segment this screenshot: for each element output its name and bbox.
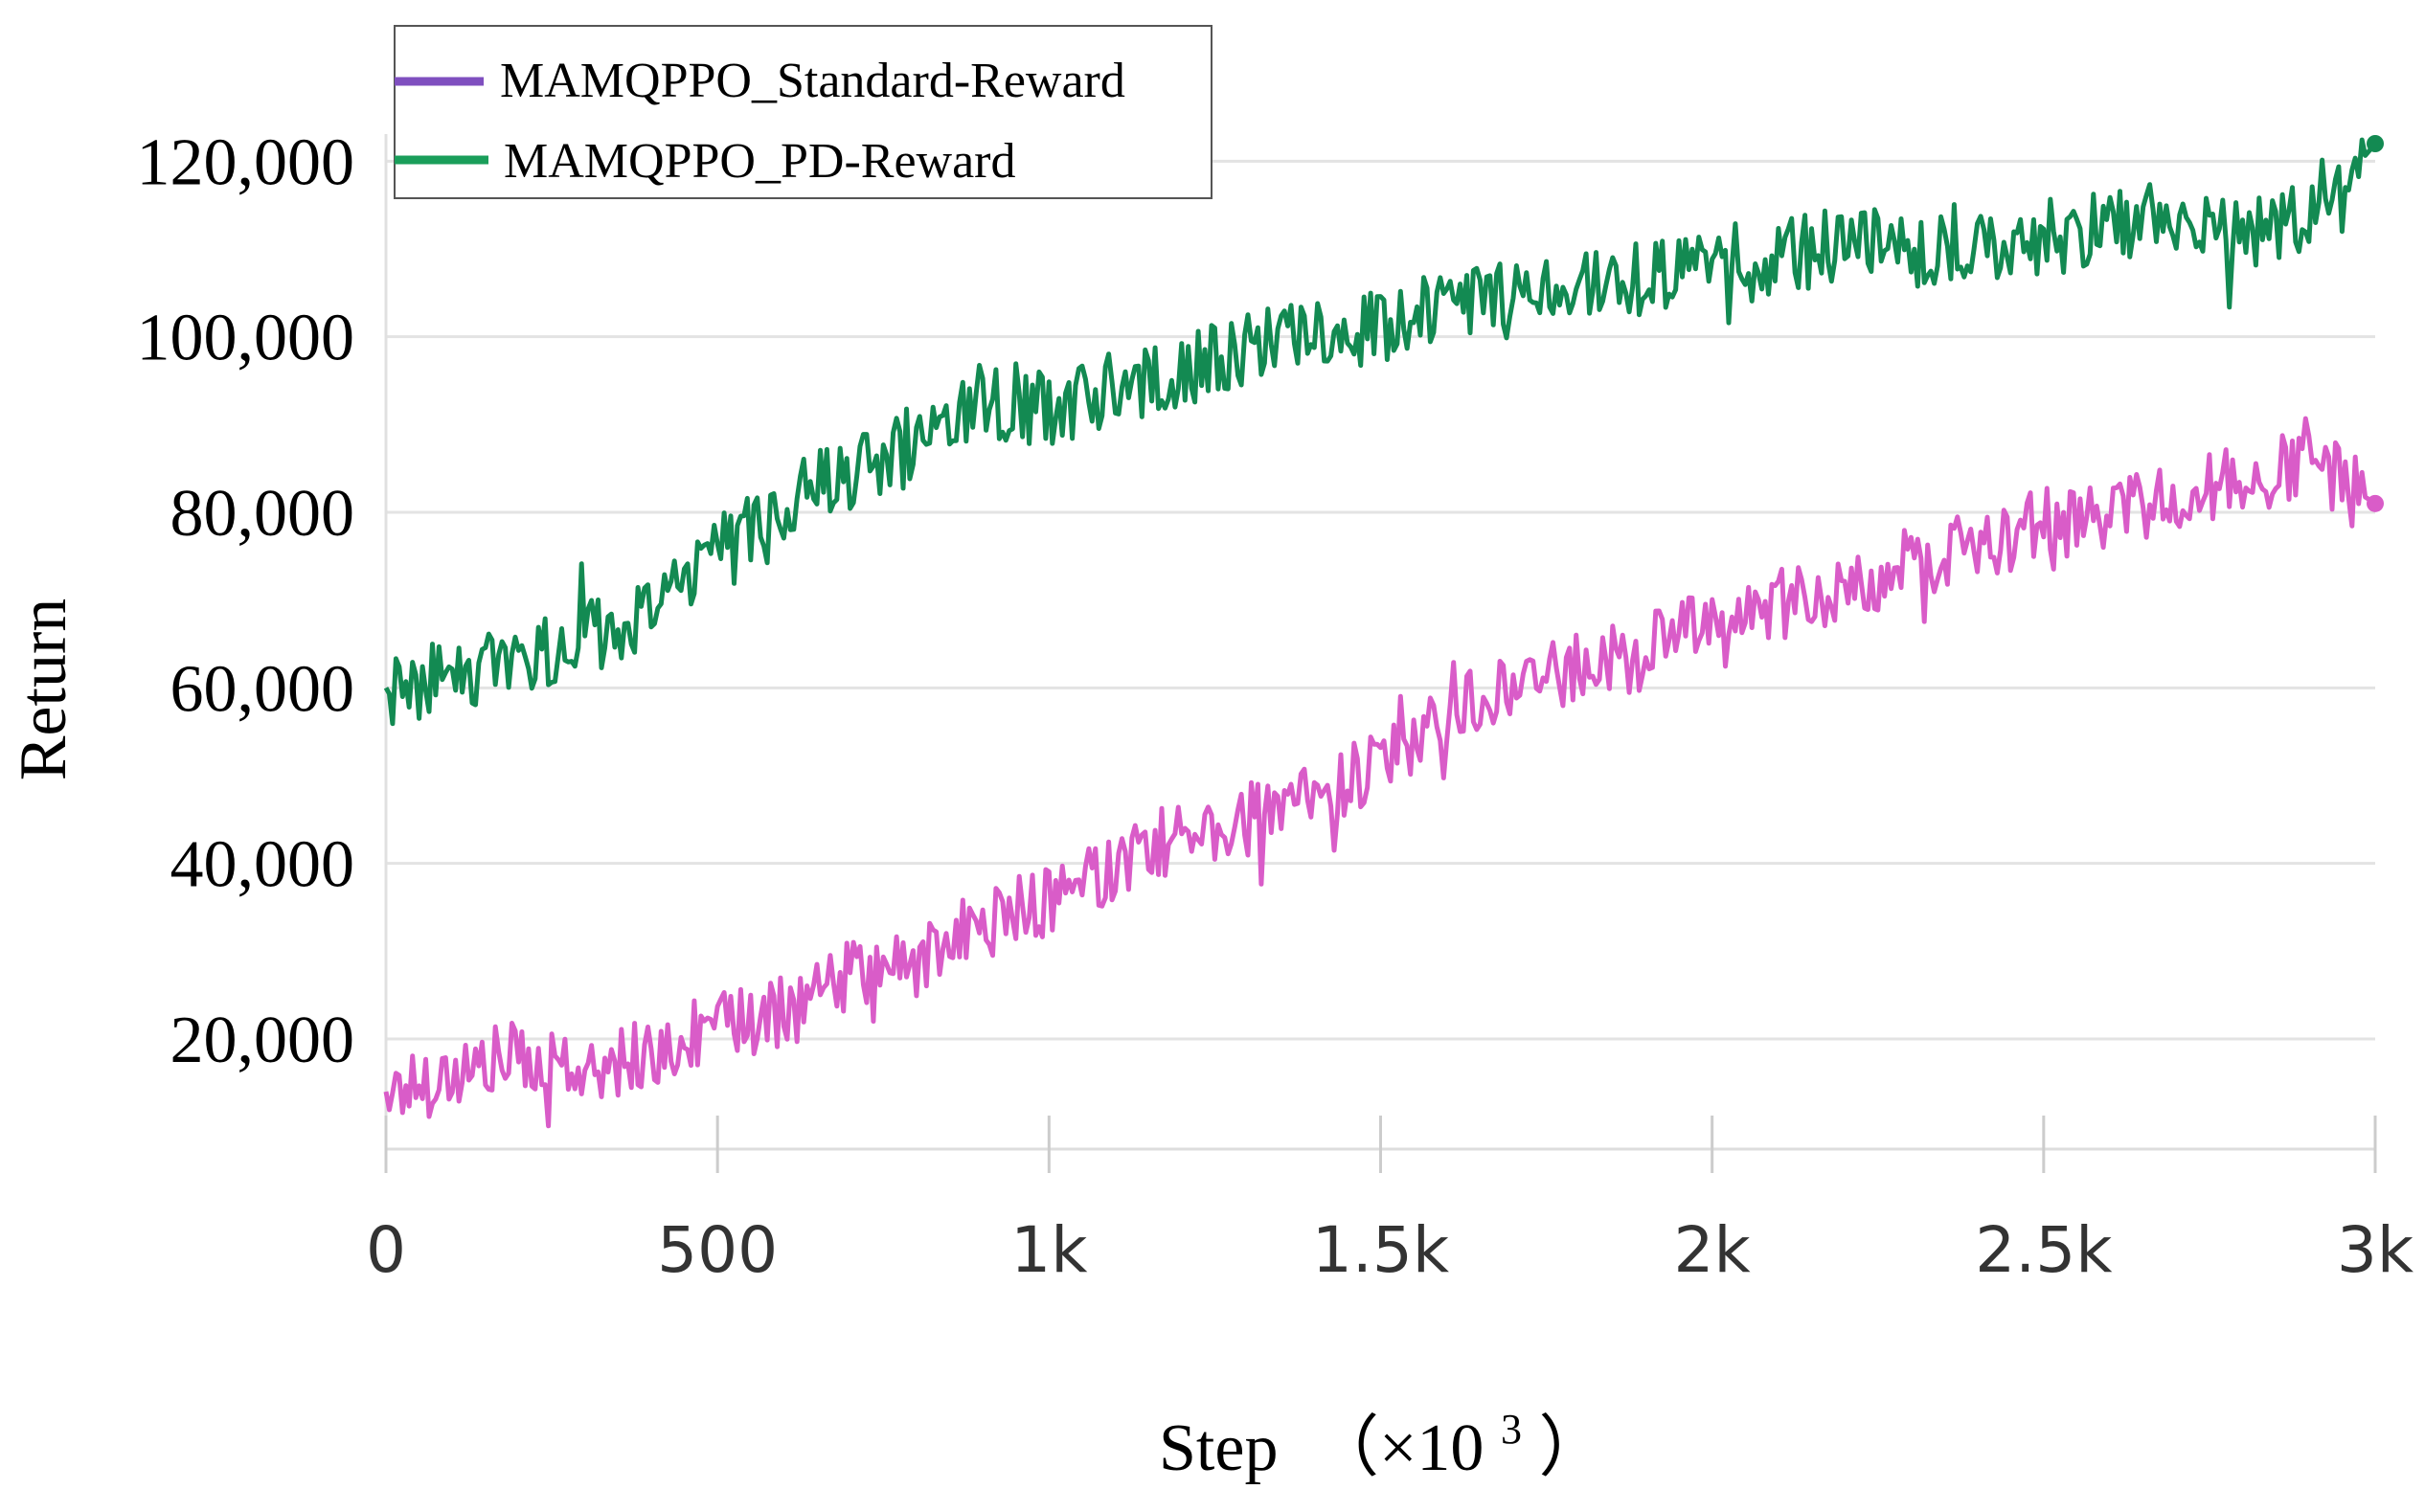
legend-label-standard-reward: MAMQPPO_Standard-Reward (500, 54, 1125, 108)
x-tick-label: 2.5k (1975, 1213, 2113, 1287)
x-axis-title-unit: （×10 (1312, 1411, 1484, 1485)
x-tick-label: 0 (366, 1213, 406, 1287)
legend: MAMQPPO_Standard-Reward MAMQPPO_PD-Rewar… (394, 25, 1212, 199)
y-tick-label: 80,000 (170, 477, 355, 551)
x-axis-title-close: ） (1538, 1411, 1605, 1485)
x-tick-label: 500 (657, 1213, 778, 1287)
tick-labels: 20,000 40,000 60,000 80,000 100,000 120,000 0 5… (137, 125, 2414, 1287)
x-axis-title-exponent: 3 (1501, 1406, 1522, 1453)
y-tick-label: 40,000 (170, 828, 355, 902)
legend-box (394, 25, 1212, 199)
series-end-point-standard-reward (2367, 494, 2384, 512)
x-axis-title: Step （×10 3 ） (1159, 1385, 1605, 1485)
axes (384, 134, 2377, 1173)
series-end-point-pd-reward (2367, 135, 2384, 152)
y-tick-label: 100,000 (137, 302, 355, 375)
x-tick-label: 3k (2337, 1213, 2414, 1287)
series-line-pd-reward (383, 137, 2377, 727)
series-line-standard-reward (383, 416, 2377, 1129)
grid-lines (386, 159, 2375, 1041)
x-axis-title-label: Step (1159, 1411, 1278, 1485)
y-tick-label: 60,000 (170, 652, 355, 726)
y-axis-title: Return (7, 598, 80, 781)
x-tick-label: 1k (1010, 1213, 1088, 1287)
x-tick-label: 2k (1674, 1213, 1752, 1287)
legend-label-pd-reward: MAMQPPO_PD-Reward (504, 134, 1015, 189)
x-tick-label: 1.5k (1312, 1213, 1450, 1287)
data-series (383, 135, 2384, 1129)
y-tick-label: 20,000 (170, 1004, 355, 1077)
y-tick-label: 120,000 (137, 125, 355, 199)
